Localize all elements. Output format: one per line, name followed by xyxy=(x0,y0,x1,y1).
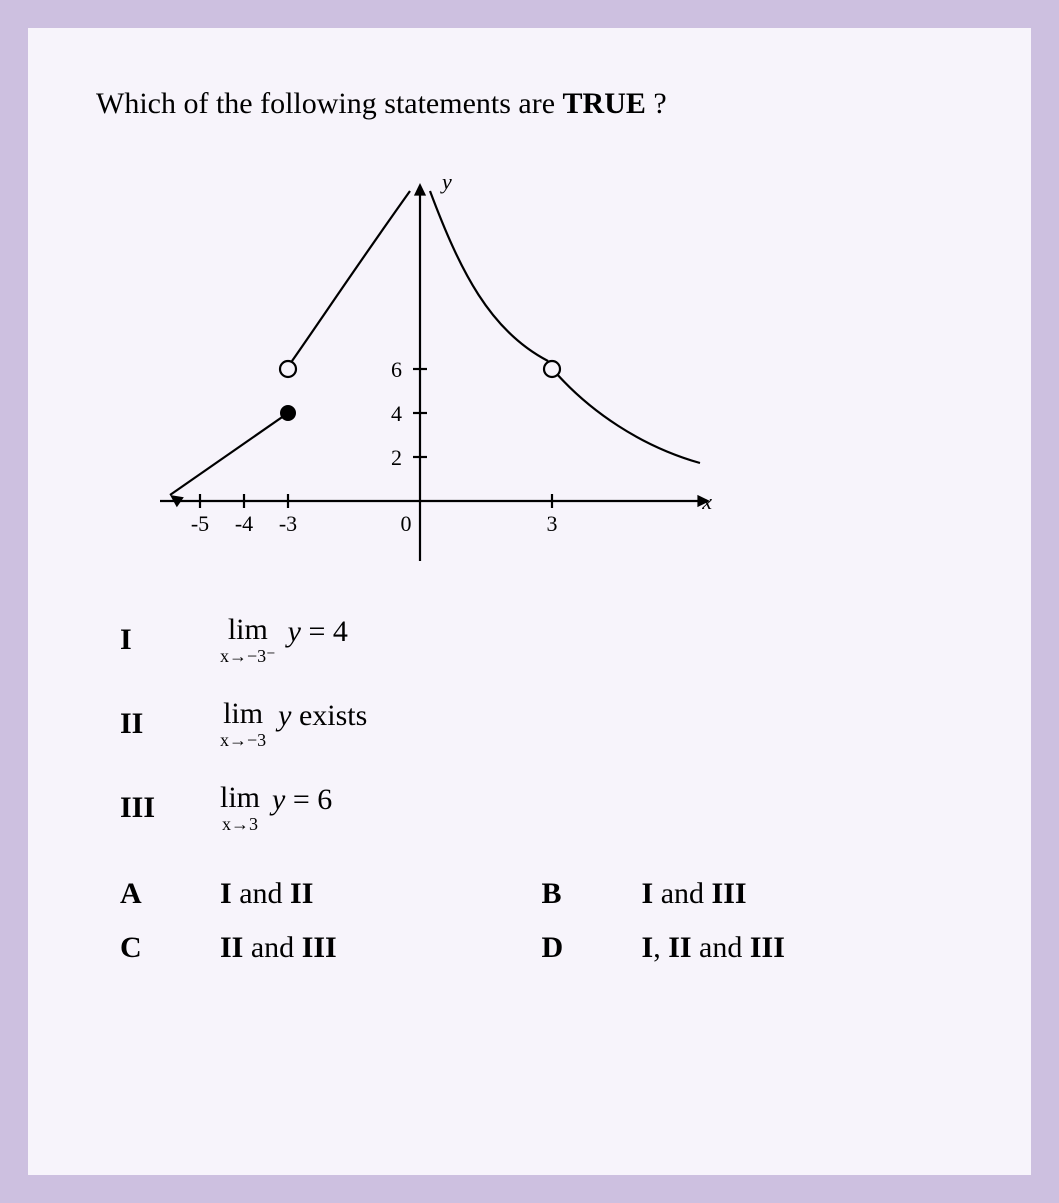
statement-rhs: y = 6 xyxy=(272,783,332,817)
statement-label: II xyxy=(120,707,220,741)
lim-operator: limx→−3⁻ xyxy=(220,615,276,665)
option-label: A xyxy=(120,877,220,911)
option-text: I and III xyxy=(642,877,747,911)
open-circle-left xyxy=(280,361,296,377)
option-label: C xyxy=(120,931,220,965)
y-tick-label: 6 xyxy=(391,357,402,382)
limits-graph: -5 -4 -3 3 6 4 2 0 y x xyxy=(120,161,720,581)
option[interactable]: AI and II xyxy=(120,877,542,911)
x-tick-label: -3 xyxy=(279,511,297,536)
page-background: Which of the following statements are TR… xyxy=(0,0,1059,1203)
y-tick-label: 2 xyxy=(391,445,402,470)
question-text: Which of the following statements are TR… xyxy=(96,84,963,125)
question-prefix: Which of the following statements are xyxy=(96,87,563,120)
lim-operator: limx→3 xyxy=(220,783,260,833)
option-label: B xyxy=(542,877,642,911)
option[interactable]: DI, II and III xyxy=(542,931,964,965)
option-text: I and II xyxy=(220,877,313,911)
statement-row: Ilimx→−3⁻ y = 4 xyxy=(120,615,963,665)
statement-row: IIlimx→−3 y exists xyxy=(120,699,963,749)
y-axis-arrow xyxy=(414,183,426,196)
open-circle-right xyxy=(544,361,560,377)
option-text: I, II and III xyxy=(642,931,785,965)
statement-label: I xyxy=(120,623,220,657)
statement-math: limx→−3⁻ y = 4 xyxy=(220,615,348,665)
right-asymptote-curve xyxy=(430,191,548,361)
left-asymptote-curve xyxy=(292,191,410,361)
graph-container: -5 -4 -3 3 6 4 2 0 y x xyxy=(96,161,963,581)
option-label: D xyxy=(542,931,642,965)
option-text: II and III xyxy=(220,931,337,965)
options-list: AI and IIBI and IIICII and IIIDI, II and… xyxy=(96,877,963,965)
x-tick-label: 3 xyxy=(547,511,558,536)
option[interactable]: CII and III xyxy=(120,931,542,965)
filled-point xyxy=(280,405,296,421)
x-axis-label: x xyxy=(701,489,712,514)
statement-label: III xyxy=(120,791,220,825)
y-axis-label: y xyxy=(440,169,452,194)
option-row: AI and IIBI and III xyxy=(120,877,963,911)
statement-math: limx→−3 y exists xyxy=(220,699,367,749)
question-suffix: ? xyxy=(646,87,667,120)
origin-label: 0 xyxy=(401,511,412,536)
question-card: Which of the following statements are TR… xyxy=(28,28,1031,1175)
left-ray xyxy=(170,413,288,495)
statement-math: limx→3 y = 6 xyxy=(220,783,332,833)
y-tick-label: 4 xyxy=(391,401,402,426)
option[interactable]: BI and III xyxy=(542,877,964,911)
question-bold: TRUE xyxy=(563,87,646,120)
x-tick-label: -4 xyxy=(235,511,253,536)
option-row: CII and IIIDI, II and III xyxy=(120,931,963,965)
statements-list: Ilimx→−3⁻ y = 4 IIlimx→−3 y exists IIIlimx→3… xyxy=(96,615,963,833)
statement-rhs: y = 4 xyxy=(288,615,348,649)
right-tail-curve xyxy=(556,373,700,463)
x-tick-label: -5 xyxy=(191,511,209,536)
statement-row: IIIlimx→3 y = 6 xyxy=(120,783,963,833)
statement-rhs: y exists xyxy=(278,699,367,733)
lim-operator: limx→−3 xyxy=(220,699,266,749)
